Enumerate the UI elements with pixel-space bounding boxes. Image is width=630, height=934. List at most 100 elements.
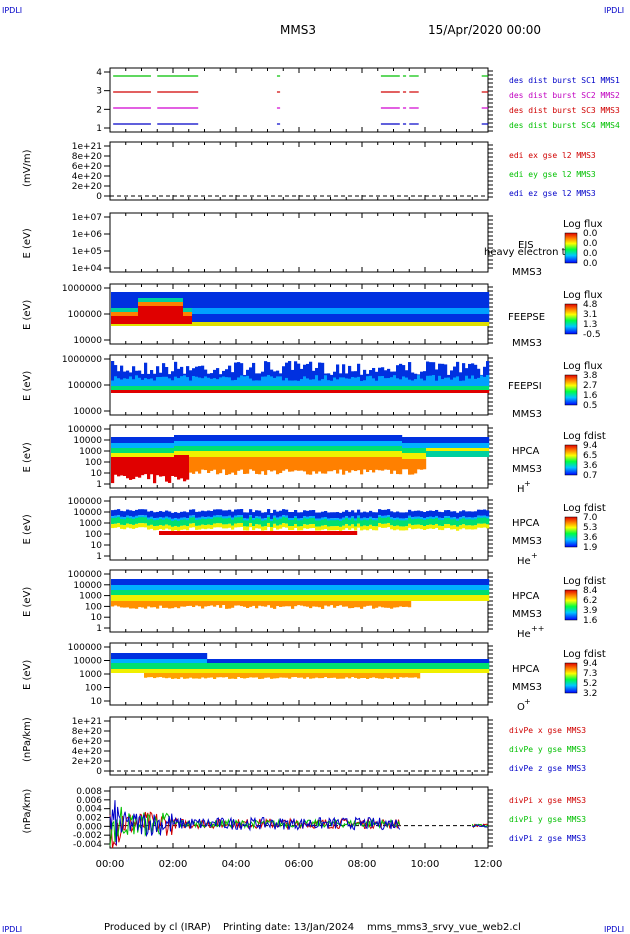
spectrogram-cell: [480, 579, 484, 585]
spectrogram-cell: [261, 595, 265, 601]
spectrogram-cell: [291, 601, 295, 609]
spectrogram-cell: [234, 322, 238, 326]
spectrogram-cell: [444, 590, 448, 595]
instrument-label: EIS: [518, 240, 534, 251]
spectrogram-cell: [471, 363, 475, 385]
spectrogram-cell: [435, 579, 439, 585]
spectrogram-cell: [123, 386, 127, 390]
spectrogram-cell: [321, 386, 325, 390]
spectrogram-cell: [459, 511, 463, 518]
spectrogram-cell: [444, 510, 448, 517]
y-tick-label: 100: [85, 530, 102, 540]
spectrogram-cell: [468, 363, 472, 385]
spectrogram-cell: [228, 590, 232, 595]
spectrogram-cell: [339, 531, 343, 535]
spectrogram-cell: [243, 457, 247, 474]
spectrogram-cell: [222, 585, 226, 590]
spectrogram-cell: [285, 390, 289, 393]
spectrogram-cell: [324, 524, 328, 529]
spectrogram-cell: [186, 520, 190, 527]
spectrogram-cell: [210, 378, 214, 387]
spectrogram-cell: [222, 579, 226, 585]
spectrogram-cell: [435, 595, 439, 601]
spectrogram-cell: [150, 663, 154, 669]
spectrogram-cell: [159, 511, 163, 518]
colorbar: [564, 374, 578, 406]
spectrogram-cell: [162, 390, 166, 393]
spectrogram-cell: [414, 322, 418, 326]
spectrogram-cell: [417, 585, 421, 590]
spectrogram-cell: [351, 579, 355, 585]
spectrogram-cell: [387, 292, 391, 322]
spectrogram-cell: [207, 390, 211, 393]
spectrogram-cell: [393, 659, 397, 665]
spectrogram-cell: [408, 517, 412, 524]
spectrogram-cell: [480, 523, 484, 528]
spectrogram-cell: [246, 673, 250, 678]
spectrogram-cell: [429, 308, 433, 314]
spectrogram-cell: [144, 457, 148, 475]
spectrogram-cell: [174, 441, 178, 446]
spectrogram-cell: [168, 525, 172, 530]
spectrogram-cell: [111, 308, 115, 314]
spectrogram-cell: [354, 441, 358, 446]
spectrogram-cell: [363, 292, 367, 322]
spectrogram-cell: [393, 308, 397, 314]
spectrogram-cell: [360, 601, 364, 609]
footer-credit: Produced by cl (IRAP): [104, 922, 211, 933]
spectrogram-cell: [153, 673, 157, 679]
spectrogram-cell: [390, 669, 394, 673]
spectrogram-cell: [123, 663, 127, 669]
spectrogram-cell: [354, 669, 358, 673]
spectrogram-cell: [150, 390, 154, 393]
y-axis-label: E (eV): [22, 300, 33, 330]
spectrogram-cell: [414, 659, 418, 665]
spectrogram-cell: [324, 669, 328, 673]
spectrogram-cell: [369, 663, 373, 669]
spectrogram-cell: [177, 368, 181, 385]
spectrogram-cell: [453, 386, 457, 390]
spectrogram-cell: [192, 653, 196, 659]
spectrogram-cell: [474, 364, 478, 385]
spectrogram-cell: [351, 669, 355, 673]
spectrogram-cell: [453, 451, 457, 457]
spectrogram-cell: [303, 673, 307, 679]
spectrogram-cell: [186, 312, 190, 318]
spectrogram-cell: [477, 663, 481, 669]
spectrogram-cell: [366, 446, 370, 451]
spectrogram-cell: [279, 322, 283, 326]
spectrogram-cell: [222, 390, 226, 393]
spectrogram-cell: [363, 590, 367, 595]
spectrogram-cell: [336, 520, 340, 527]
spectrogram-cell: [360, 669, 364, 673]
spectrogram-cell: [348, 390, 352, 393]
spectrogram-cell: [318, 322, 322, 326]
spectrogram-cell: [456, 292, 460, 322]
spectrogram-cell: [309, 446, 313, 451]
spectrogram-cell: [270, 601, 274, 608]
spectrogram-cell: [213, 457, 217, 470]
spectrogram-cell: [210, 435, 214, 441]
spectrogram-cell: [438, 585, 442, 590]
spectrogram-cell: [240, 585, 244, 590]
spectrogram-cell: [480, 669, 484, 673]
spectrogram-cell: [345, 386, 349, 390]
spectrogram-cell: [432, 518, 436, 525]
spectrogram-cell: [204, 519, 208, 526]
spectrogram-cell: [396, 378, 400, 387]
spectrogram-cell: [201, 653, 205, 659]
spectrogram-cell: [192, 659, 196, 664]
spectrogram-cell: [213, 451, 217, 457]
spectrogram-cell: [258, 518, 262, 525]
spectrogram-cell: [474, 308, 478, 314]
spectrogram-cell: [183, 441, 187, 446]
spectrogram-cell: [168, 673, 172, 678]
spectrogram-cell: [186, 669, 190, 673]
spectrogram-cell: [114, 579, 118, 585]
spectrogram-cell: [453, 390, 457, 393]
spectrogram-cell: [195, 376, 199, 387]
spectrogram-cell: [234, 673, 238, 679]
spectrogram-cell: [186, 366, 190, 385]
spectrogram-cell: [171, 669, 175, 673]
spectrogram-cell: [114, 453, 118, 459]
